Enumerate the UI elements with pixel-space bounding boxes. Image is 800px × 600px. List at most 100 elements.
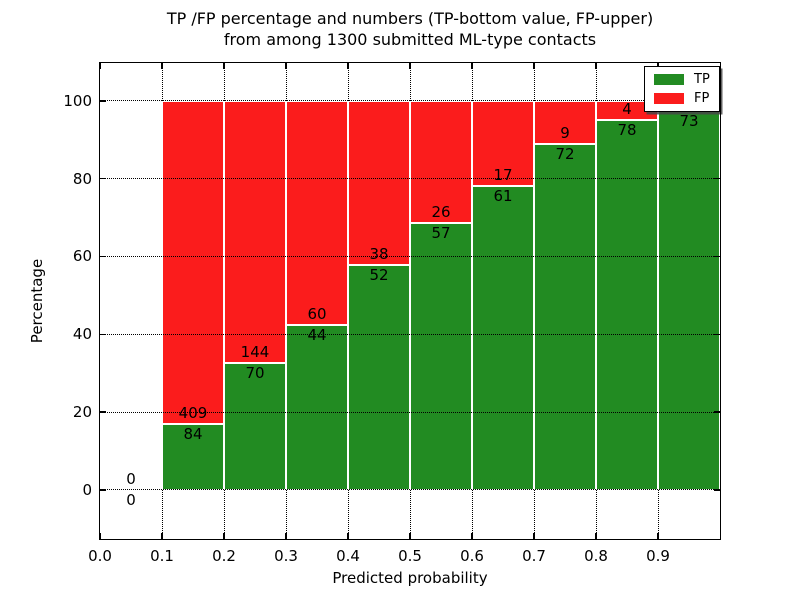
y-tick-right: [714, 411, 720, 413]
x-tick-bottom: [471, 533, 473, 539]
x-tick-bottom: [409, 533, 411, 539]
bar-segment-fp: [162, 100, 224, 424]
x-tick-label: 0.7: [522, 547, 546, 565]
legend-entry-label: TP: [694, 72, 710, 87]
gridline-horizontal: [100, 333, 720, 335]
bar-segment-fp: [224, 100, 286, 363]
fp-count-label: 409: [178, 403, 208, 422]
tp-count-label: 57: [431, 223, 451, 242]
y-tick-left: [100, 255, 106, 258]
x-tick-top: [223, 63, 225, 69]
x-tick-top: [161, 63, 163, 69]
bar-segment-tp: [224, 362, 286, 490]
chart-title-line1: TP /FP percentage and numbers (TP-bottom…: [166, 9, 654, 28]
chart-title-line2: from among 1300 submitted ML-type contac…: [223, 30, 597, 49]
legend: TP FP: [644, 66, 720, 112]
x-tick-bottom: [223, 533, 225, 539]
y-tick-label: 80: [72, 169, 92, 188]
y-tick-right: [714, 489, 720, 491]
y-tick-right: [714, 333, 720, 336]
tp-count-label: 84: [183, 424, 203, 443]
bar-segment-tp: [658, 111, 720, 490]
x-tick-top: [285, 63, 287, 69]
bar-segment-tp: [534, 143, 596, 490]
x-tick-bottom: [533, 533, 535, 539]
x-tick-top: [533, 63, 535, 69]
legend-entry: TP: [654, 73, 710, 86]
fp-count-label: 60: [307, 305, 327, 324]
x-tick-top: [595, 63, 597, 69]
tp-count-label: 0: [126, 490, 136, 509]
y-tick-label: 100: [63, 91, 92, 110]
fp-count-label: 38: [369, 245, 389, 264]
x-tick-top: [409, 63, 411, 69]
chart-title: TP /FP percentage and numbers (TP-bottom…: [100, 8, 720, 50]
x-tick-bottom: [285, 533, 287, 539]
tp-swatch-icon: [654, 74, 684, 85]
tp-count-label: 61: [493, 186, 513, 205]
bar-segment-tp: [162, 423, 224, 490]
fp-count-label: 9: [560, 123, 570, 142]
tp-count-label: 72: [555, 144, 575, 163]
legend-entry: FP: [654, 92, 710, 105]
y-tick-left: [100, 333, 106, 336]
bar-segment-tp: [596, 119, 658, 490]
y-tick-left: [100, 177, 106, 180]
bar-segment-tp: [472, 185, 534, 490]
bar-segment-fp: [472, 100, 534, 186]
bar-segment-tp: [348, 265, 410, 490]
bar-segment-fp: [534, 100, 596, 144]
y-axis-label: Percentage: [28, 258, 46, 344]
gridline-horizontal: [100, 100, 720, 102]
y-tick-right: [714, 255, 720, 258]
tp-count-label: 78: [617, 120, 637, 139]
y-tick-label: 40: [72, 325, 92, 344]
x-tick-bottom: [595, 533, 597, 539]
gridline-horizontal: [100, 255, 720, 257]
fp-count-label: 0: [126, 469, 136, 488]
y-tick-right: [714, 177, 720, 180]
tp-count-label: 52: [369, 266, 389, 285]
y-tick-left: [100, 100, 106, 102]
x-tick-top: [99, 63, 101, 69]
bar-segment-fp: [410, 100, 472, 223]
x-tick-label: 0.4: [336, 547, 360, 565]
tp-count-label: 73: [679, 112, 699, 131]
tp-count-label: 70: [245, 363, 265, 382]
tp-count-label: 44: [307, 326, 327, 345]
plot-area: 0 0 409 84 144 70 60 44 38 52 26 57 17 61 9 72 4 78 73 TP FP: [99, 63, 720, 539]
x-tick-label: 0.5: [398, 547, 422, 565]
x-tick-label: 0.2: [212, 547, 236, 565]
bar-segment-tp: [286, 325, 348, 490]
x-tick-top: [471, 63, 473, 69]
gridline-horizontal: [100, 411, 720, 413]
y-tick-left: [100, 489, 106, 491]
legend-entry-label: FP: [694, 91, 710, 106]
x-tick-label: 0.3: [274, 547, 298, 565]
x-tick-label: 0.8: [584, 547, 608, 565]
y-tick-label: 20: [72, 403, 92, 422]
fp-count-label: 26: [431, 202, 451, 221]
x-axis-label: Predicted probability: [332, 569, 488, 587]
bar-segment-fp: [286, 100, 348, 326]
y-tick-left: [100, 411, 106, 413]
x-tick-bottom: [657, 533, 659, 539]
fp-count-label: 17: [493, 165, 513, 184]
bar-segment-tp: [410, 222, 472, 490]
fp-count-label: 4: [622, 99, 632, 118]
x-tick-label: 0.9: [646, 547, 670, 565]
y-tick-label: 0: [82, 480, 92, 499]
x-tick-label: 0.1: [150, 547, 174, 565]
fp-swatch-icon: [654, 93, 684, 104]
bar-segment-fp: [348, 100, 410, 266]
fp-count-label: 144: [240, 342, 270, 361]
y-tick-label: 60: [72, 247, 92, 266]
x-tick-top: [347, 63, 349, 69]
x-tick-label: 0.6: [460, 547, 484, 565]
x-tick-bottom: [161, 533, 163, 539]
x-tick-label: 0.0: [88, 547, 112, 565]
x-tick-bottom: [347, 533, 349, 539]
x-tick-bottom: [99, 533, 101, 539]
gridline-horizontal: [100, 178, 720, 180]
